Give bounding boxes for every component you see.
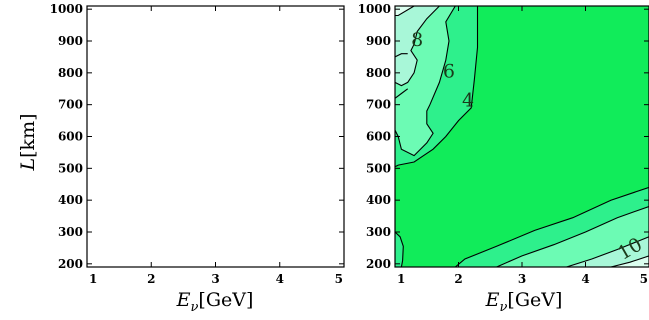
contour-label-8: 8 — [411, 29, 423, 51]
x-tick-label: 4 — [581, 272, 589, 286]
contour-line — [395, 53, 408, 58]
y-tick-label: 200 — [58, 257, 83, 271]
y-tick-label: 1000 — [50, 2, 83, 16]
contour-line — [454, 186, 649, 267]
y-tick-label: 700 — [366, 98, 391, 112]
x-tick-label: 3 — [211, 272, 219, 286]
contour-line — [395, 231, 404, 267]
y-tick-label: 1000 — [358, 2, 391, 16]
contour-line — [610, 255, 649, 267]
y-tick-label: 200 — [366, 257, 391, 271]
left-x-tick-labels: 1 2 3 4 5 — [89, 272, 343, 286]
contour-label-4: 4 — [462, 89, 474, 111]
left-y-tick-labels: 200 300 400 500 600 700 800 900 1000 — [50, 2, 83, 271]
y-tick-label: 600 — [58, 130, 83, 144]
y-tick-label: 900 — [58, 34, 83, 48]
right-y-tick-labels: 200 300 400 500 600 700 800 900 1000 — [358, 2, 391, 271]
x-tick-label: 5 — [335, 272, 343, 286]
right-x-tick-labels: 1 2 3 4 5 — [397, 272, 648, 286]
x-tick-label: 2 — [454, 272, 462, 286]
contour-line — [395, 6, 440, 87]
contour-line — [496, 205, 649, 267]
x-tick-label: 3 — [518, 272, 526, 286]
contour-line — [395, 6, 456, 157]
y-tick-label: 800 — [366, 66, 391, 80]
contour-region-10 — [610, 255, 649, 267]
y-tick-label: 500 — [58, 161, 83, 175]
contour-region-8 — [395, 6, 440, 86]
contour-line — [566, 236, 649, 267]
contour-line — [395, 88, 409, 99]
x-tick-label: 1 — [397, 272, 405, 286]
y-tick-label: 300 — [58, 225, 83, 239]
contour-region-8 — [566, 236, 649, 267]
left-ticks — [86, 6, 345, 267]
x-tick-label: 1 — [89, 272, 97, 286]
left-x-axis-title: Eν[GeV] — [176, 289, 254, 315]
y-tick-label: 400 — [58, 193, 83, 207]
left-plot-frame — [86, 5, 345, 268]
x-tick-label: 4 — [276, 272, 284, 286]
y-tick-label: 700 — [58, 98, 83, 112]
left-y-axis-title: L[km] — [17, 114, 39, 172]
right-x-axis-title: Eν[GeV] — [485, 289, 563, 315]
left-panel: 200 300 400 500 600 700 800 900 1000 1 2 3 4 5 — [50, 2, 345, 286]
y-tick-label: 600 — [366, 130, 391, 144]
y-tick-label: 400 — [366, 193, 391, 207]
y-tick-label: 500 — [366, 161, 391, 175]
y-tick-label: 800 — [58, 66, 83, 80]
y-tick-label: 300 — [366, 225, 391, 239]
contour-line — [395, 6, 479, 168]
x-tick-label: 5 — [640, 272, 648, 286]
right-ticks — [394, 6, 649, 267]
y-tick-label: 900 — [366, 34, 391, 48]
contour-label-6: 6 — [443, 61, 455, 83]
x-tick-label: 2 — [147, 272, 155, 286]
contour-line — [395, 6, 415, 17]
contour-lines — [395, 6, 649, 267]
